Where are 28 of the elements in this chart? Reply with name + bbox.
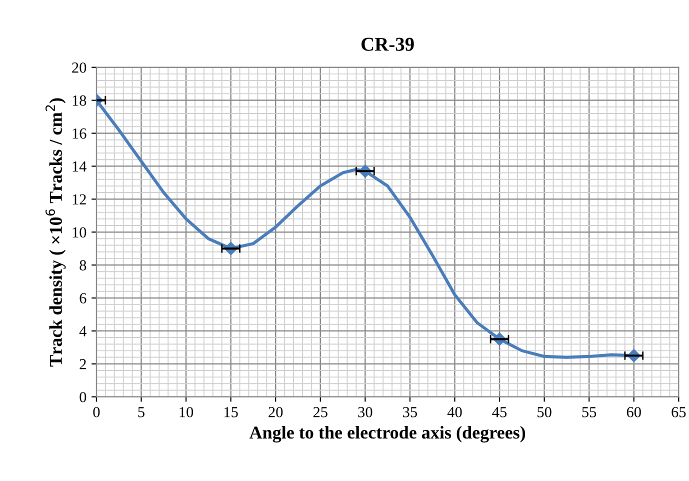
x-tick-label: 35: [403, 407, 417, 418]
x-tick-label: 5: [138, 407, 144, 418]
y-tick-label: 20: [72, 62, 86, 73]
y-tick-label: 0: [80, 392, 86, 402]
x-tick-label: 10: [180, 406, 194, 418]
x-tick-label: 65: [672, 407, 686, 418]
x-axis-title: Angle to the electrode axis (degrees): [249, 426, 526, 442]
y-tick-label: 16: [72, 128, 86, 139]
x-tick-label: 0: [93, 406, 100, 418]
x-tick-label: 25: [313, 407, 328, 418]
x-tick-label: 15: [224, 407, 238, 418]
y-tick-label: 12: [72, 194, 86, 204]
y-tick-label: 8: [80, 260, 86, 270]
x-tick-label: 20: [268, 406, 283, 418]
x-tick-label: 60: [626, 406, 641, 418]
y-tick-label: 6: [80, 293, 86, 304]
x-tick-label: 40: [447, 406, 462, 418]
x-tick-label: 30: [358, 406, 372, 418]
y-tick-label: 10: [72, 227, 86, 238]
x-tick-label: 55: [582, 407, 596, 418]
y-axis-title: Track density ( ×10$^{6}$ Tracks / cm$^{2}$): [46, 98, 66, 367]
y-tick-label: 4: [79, 326, 86, 336]
y-tick-label: 18: [72, 95, 86, 106]
y-tick-label: 14: [72, 161, 86, 172]
x-tick-label: 50: [538, 406, 552, 418]
x-tick-label: 45: [492, 407, 507, 418]
chart-title: CR-39: [362, 38, 414, 51]
y-tick-label: 2: [80, 359, 86, 370]
